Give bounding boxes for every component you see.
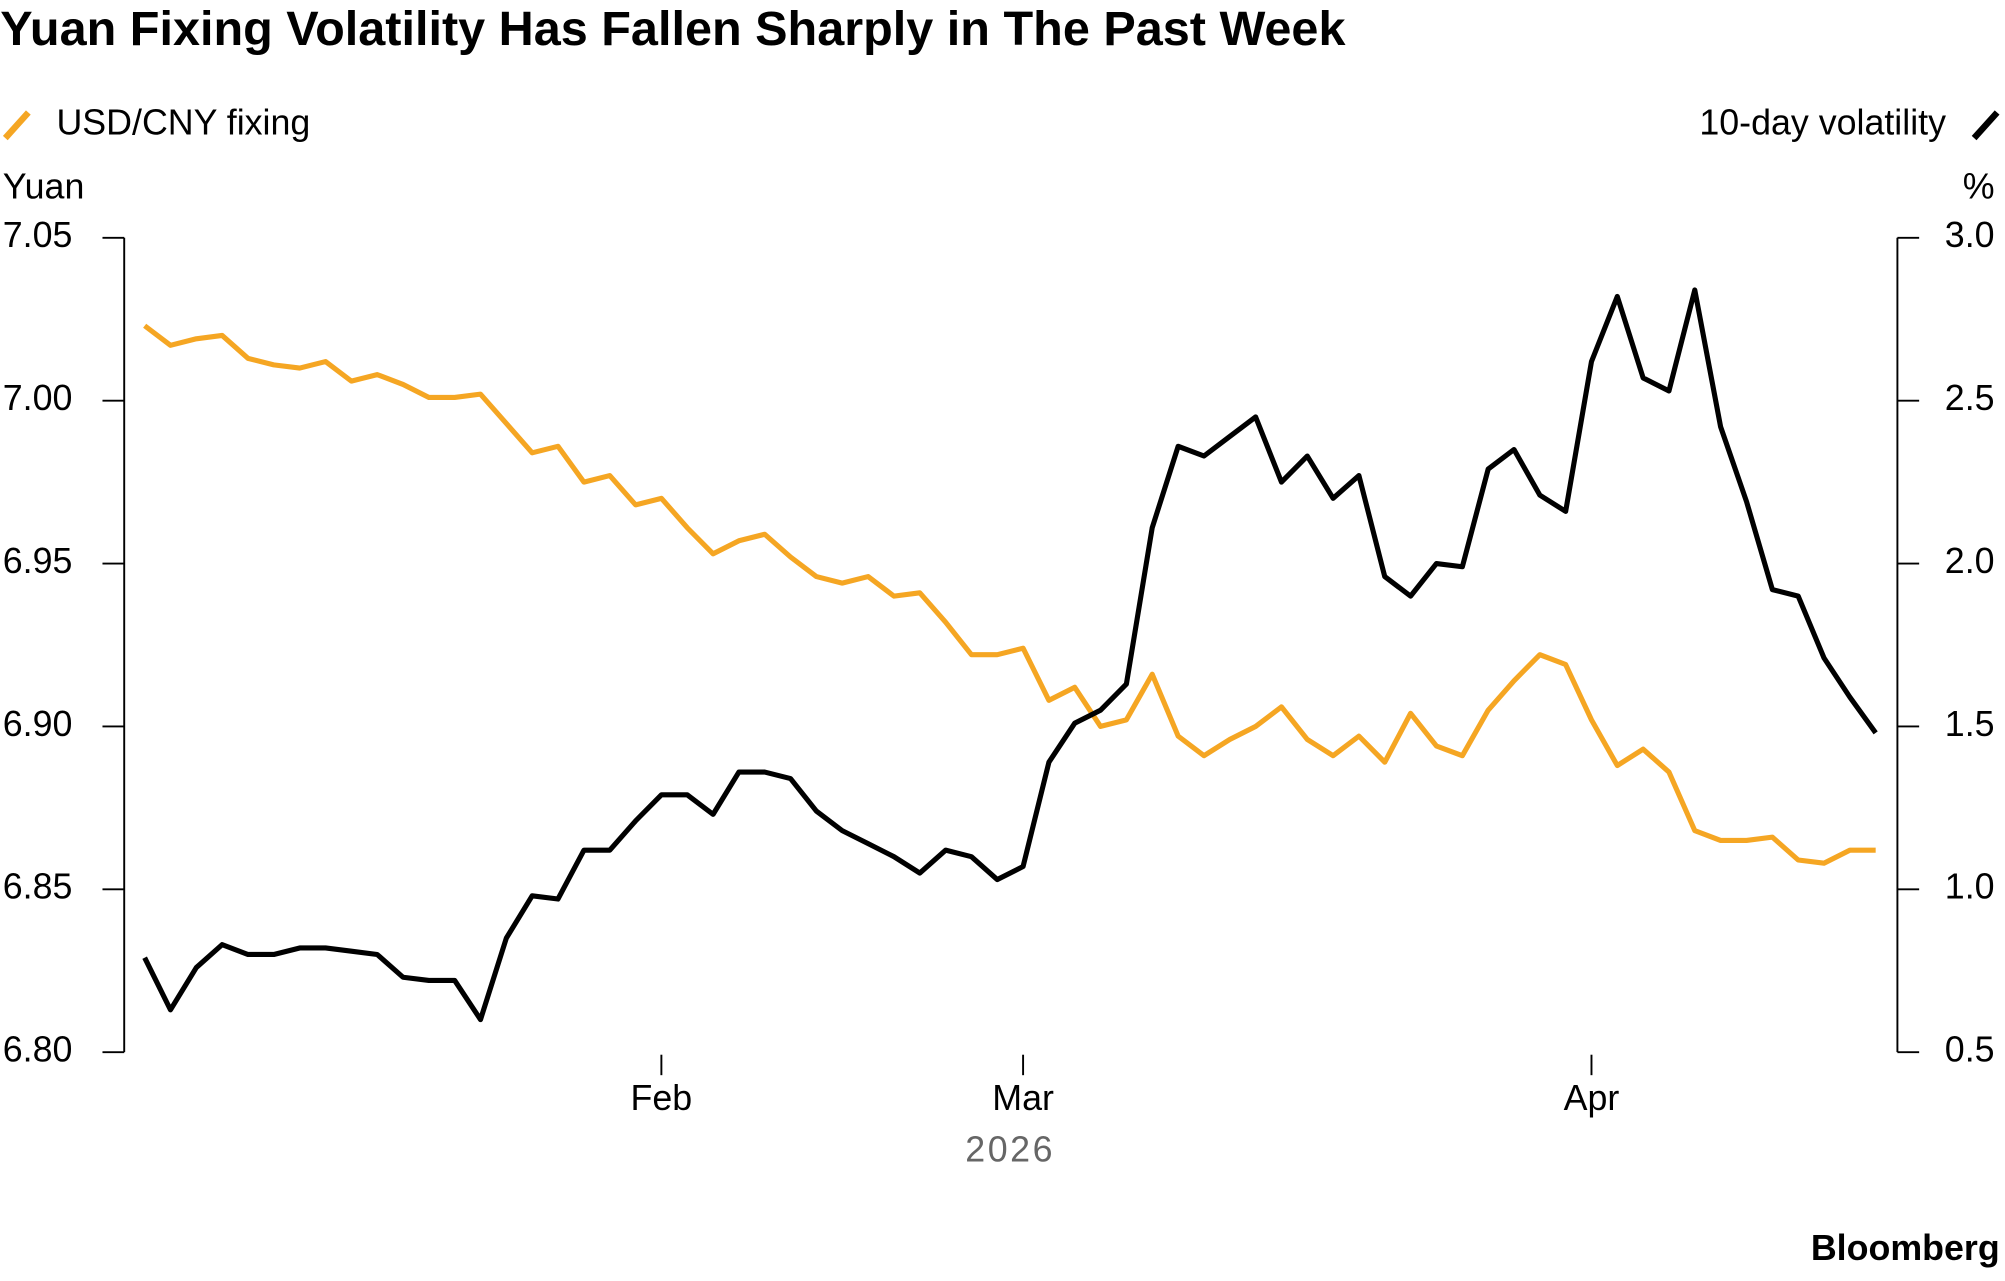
chart-title: Yuan Fixing Volatility Has Fallen Sharpl…: [0, 2, 1346, 56]
x-tick-label: Mar: [992, 1078, 1054, 1118]
legend-label: 10-day volatility: [1699, 103, 1946, 143]
y2-tick-label: 0.5: [1945, 1030, 1995, 1070]
legend-label: USD/CNY fixing: [56, 103, 310, 143]
series-line: [143, 323, 1876, 866]
series-line: [142, 287, 1878, 1023]
y2-tick-label: 1.0: [1945, 867, 1995, 907]
source: Bloomberg: [1811, 1228, 2000, 1268]
y2-axis-label: %: [1963, 167, 1995, 207]
y2-tick-label: 2.0: [1945, 541, 1995, 581]
y-tick-label: 7.00: [3, 378, 73, 418]
y-tick-label: 7.05: [3, 215, 73, 255]
y-tick-label: 6.85: [3, 867, 73, 907]
y-axis-label: Yuan: [3, 167, 85, 207]
y-tick-label: 6.95: [3, 541, 73, 581]
legend-swatch: [1971, 110, 2000, 141]
x-tick-label: Feb: [631, 1078, 693, 1118]
y2-tick-label: 3.0: [1945, 215, 1995, 255]
y2-tick-label: 2.5: [1945, 378, 1995, 418]
x-tick-label: Apr: [1564, 1078, 1620, 1118]
legend-swatch: [2, 110, 31, 141]
y2-tick-label: 1.5: [1945, 704, 1995, 744]
y-tick-label: 6.80: [3, 1030, 73, 1070]
x-axis-label: 2026: [965, 1129, 1055, 1169]
y-tick-label: 6.90: [3, 704, 73, 744]
